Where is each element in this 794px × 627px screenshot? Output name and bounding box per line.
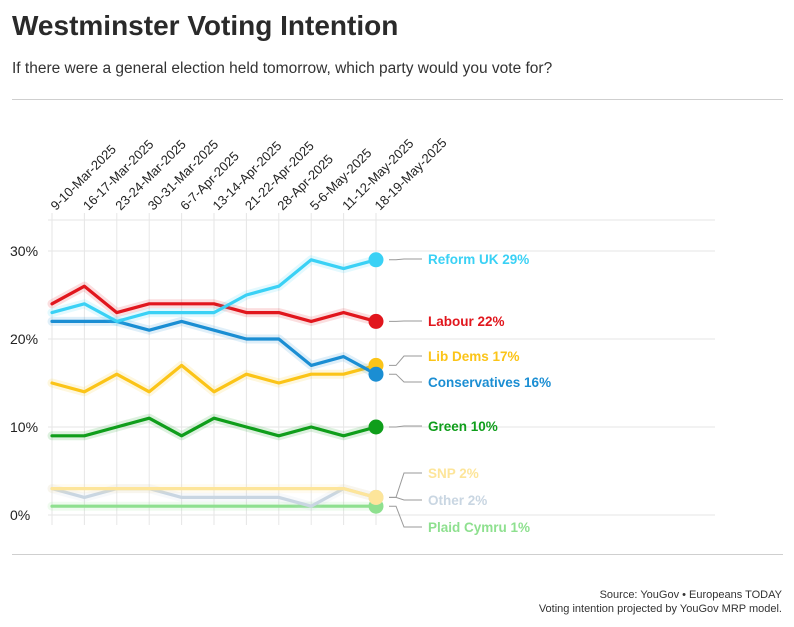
methodology-note: Voting intention projected by YouGov MRP…	[538, 603, 782, 615]
series-label: Conservatives 16%	[428, 375, 551, 390]
bottom-divider	[12, 554, 783, 555]
top-divider	[12, 99, 783, 100]
y-tick-label: 20%	[10, 331, 38, 347]
x-axis: 9-10-Mar-202516-17-Mar-202523-24-Mar-202…	[48, 135, 450, 213]
chart-subtitle: If there were a general election held to…	[12, 60, 553, 77]
gridlines	[48, 213, 715, 525]
y-tick-label: 0%	[10, 507, 30, 523]
end-point	[368, 252, 384, 268]
series-line	[50, 363, 378, 394]
line-chart: 0% 10% 20% 30% 9-10-Mar-202516-17-Mar-202523…	[10, 135, 715, 535]
label-connector	[389, 505, 422, 528]
series-line	[50, 487, 378, 499]
y-tick-label: 10%	[10, 419, 38, 435]
end-point	[368, 489, 384, 505]
label-connector	[389, 496, 422, 501]
end-point	[368, 313, 384, 329]
series-line	[50, 416, 378, 438]
series-lines	[47, 255, 381, 511]
series-label: Labour 22%	[428, 314, 505, 329]
label-connector	[389, 425, 422, 428]
series-label: Green 10%	[428, 419, 498, 434]
label-connector	[389, 258, 422, 261]
series-line	[50, 284, 378, 323]
y-axis: 0% 10% 20% 30%	[10, 243, 38, 523]
y-tick-label: 30%	[10, 243, 38, 259]
label-connector	[389, 373, 422, 383]
end-points	[368, 252, 384, 514]
series-label: Other 2%	[428, 493, 487, 508]
series-line	[50, 258, 378, 323]
series-line	[50, 487, 378, 508]
series-label: SNP 2%	[428, 466, 479, 481]
series-label: Reform UK 29%	[428, 252, 529, 267]
chart-title: Westminster Voting Intention	[12, 10, 399, 41]
label-connector	[389, 472, 422, 498]
end-point	[368, 419, 384, 435]
end-point	[368, 366, 384, 382]
series-label: Plaid Cymru 1%	[428, 520, 530, 535]
label-connector	[389, 355, 422, 366]
series-label: Lib Dems 17%	[428, 349, 520, 364]
source-note: Source: YouGov • Europeans TODAY	[599, 589, 782, 601]
series-labels: Reform UK 29% Labour 22% Lib Dems 17% Conse…	[389, 252, 551, 535]
series-line	[50, 319, 378, 376]
